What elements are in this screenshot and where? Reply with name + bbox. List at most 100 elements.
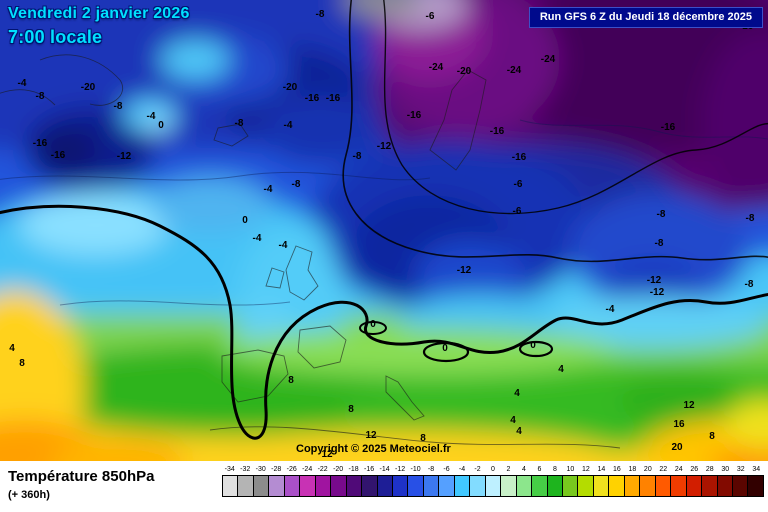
scale-cell [223, 476, 239, 496]
color-scale-values: -34 -32 -30 -28 -26 -24 -22 -20 -18 -16 -14 -12 -10-… [222, 464, 764, 475]
scale-value: -16 [364, 466, 375, 473]
temp-label: 0 [242, 215, 248, 226]
scale-value: 14 [597, 466, 606, 473]
temp-label: -8 [744, 279, 754, 290]
temp-label: -4 [17, 78, 27, 89]
temp-label: -8 [315, 9, 325, 20]
temp-label: -16 [406, 110, 422, 121]
scale-cell [501, 476, 517, 496]
scale-value: 10 [566, 466, 575, 473]
scale-value: 4 [521, 466, 526, 473]
scale-cell [392, 476, 409, 496]
scale-cell [609, 476, 625, 496]
temp-label: -12 [116, 151, 132, 162]
scale-value: 20 [643, 466, 652, 473]
scale-value: 0 [491, 466, 495, 473]
temp-label: -4 [605, 304, 615, 315]
temp-label: -16 [489, 126, 505, 137]
scale-value: -32 [240, 466, 251, 473]
temp-label: 0 [442, 343, 448, 354]
temp-label: -8 [35, 91, 45, 102]
temp-label: 8 [709, 431, 715, 442]
temp-label: -8 [291, 179, 301, 190]
temp-label: -4 [252, 233, 262, 244]
temp-label: 4 [510, 415, 516, 426]
temp-label: -24 [540, 54, 556, 65]
scale-cell [671, 476, 687, 496]
scale-value: -8 [427, 466, 435, 473]
scale-value: 6 [537, 466, 542, 473]
legend-subtitle: (+ 360h) [8, 489, 50, 501]
temp-label: 4 [514, 388, 520, 399]
scale-value: 26 [690, 466, 699, 473]
temp-label: -8 [745, 213, 755, 224]
scale-value: 16 [612, 466, 621, 473]
color-scale-cells [222, 475, 764, 497]
scale-cell [284, 476, 301, 496]
scale-cell [346, 476, 363, 496]
temp-label: -8 [656, 209, 666, 220]
temp-label: 4 [558, 364, 564, 375]
scale-value: -12 [395, 466, 406, 473]
temp-label: -16 [325, 93, 341, 104]
map-canvas: -8-6-16-24-20-24-24-4-8-20-20-16-16-16-8… [0, 0, 768, 461]
scale-value: 12 [581, 466, 590, 473]
scale-value: -4 [458, 466, 466, 473]
scale-value: -18 [348, 466, 359, 473]
scale-cell [300, 476, 316, 496]
scale-cell [686, 476, 703, 496]
scale-cell [485, 476, 502, 496]
scale-value: 24 [674, 466, 683, 473]
temp-label: 8 [420, 433, 426, 444]
temp-label: 12 [683, 400, 695, 411]
temperature-field-svg [0, 0, 768, 461]
temp-label: 0 [370, 319, 376, 330]
scale-cell [331, 476, 347, 496]
scale-cell [593, 476, 610, 496]
temp-label: 12 [321, 449, 333, 460]
temp-label: 4 [9, 343, 15, 354]
scale-cell [547, 476, 563, 496]
scale-cell [362, 476, 378, 496]
temp-label: 12 [365, 430, 377, 441]
scale-cell [748, 476, 763, 496]
scale-cell [640, 476, 656, 496]
temp-label: -4 [146, 111, 156, 122]
scale-value: 18 [628, 466, 637, 473]
scale-cell [315, 476, 332, 496]
scale-value: 22 [659, 466, 668, 473]
scale-value: -34 [224, 466, 235, 473]
scale-cell [562, 476, 579, 496]
temp-label: 8 [288, 375, 294, 386]
forecast-date-text: Vendredi 2 janvier 2026 [8, 5, 190, 22]
scale-value: -30 [255, 466, 266, 473]
scale-cell [238, 476, 254, 496]
temp-label: -4 [263, 184, 273, 195]
temp-label: -8 [113, 101, 123, 112]
scale-cell [408, 476, 424, 496]
scale-cell [717, 476, 733, 496]
zero-isotherm [0, 204, 768, 440]
temp-label: -16 [660, 122, 676, 133]
scale-value: 32 [736, 466, 745, 473]
temp-label: -20 [80, 82, 96, 93]
temp-label: -24 [506, 65, 522, 76]
scale-cell [377, 476, 393, 496]
scale-value: 8 [552, 466, 557, 473]
forecast-time-text: 7:00 locale [8, 27, 103, 47]
scale-value: -10 [410, 466, 421, 473]
temp-label: 8 [19, 358, 25, 369]
coastline-group [0, 54, 621, 449]
model-run-info: Run GFS 6 Z du Jeudi 18 décembre 2025 [528, 7, 763, 28]
scale-cell [253, 476, 270, 496]
temp-label: -20 [282, 82, 298, 93]
temp-label: -12 [376, 141, 392, 152]
scale-value: 2 [506, 466, 511, 473]
scale-value: -28 [271, 466, 282, 473]
color-scale: -34 -32 -30 -28 -26 -24 -22 -20 -18 -16 -14 -12 -10-… [222, 464, 764, 497]
temp-label: -8 [234, 118, 244, 129]
legend-title: Température 850hPa [8, 468, 155, 485]
temp-label: 8 [348, 404, 354, 415]
scale-cell [454, 476, 471, 496]
